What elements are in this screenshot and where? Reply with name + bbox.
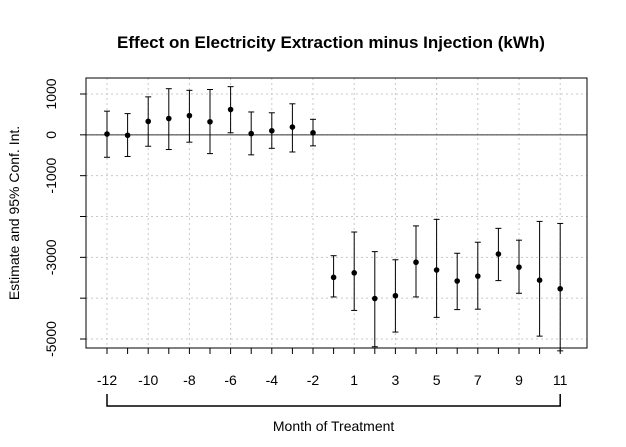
x-tick-label: -12 xyxy=(97,372,117,388)
estimate-with-ci xyxy=(330,255,337,298)
estimate-with-ci xyxy=(268,112,275,149)
point-estimate xyxy=(433,267,440,273)
point-estimate xyxy=(124,132,131,139)
x-tick-label: 9 xyxy=(515,372,523,388)
estimate-with-ci xyxy=(186,89,193,143)
point-estimate xyxy=(145,118,151,125)
estimate-with-ci xyxy=(495,227,502,282)
estimate-with-ci xyxy=(516,239,522,294)
x-tick-label: 3 xyxy=(392,372,400,388)
estimate-with-ci xyxy=(474,241,481,310)
x-tick-label: -10 xyxy=(138,372,158,388)
point-estimate xyxy=(289,124,296,130)
point-estimate xyxy=(516,264,522,270)
x-axis: -12 -10 -8 -6 -4 -2 1 3 5 7 9 11 xyxy=(97,348,568,407)
point-estimate xyxy=(392,292,399,299)
point-estimate xyxy=(351,270,358,276)
estimate-with-ci xyxy=(165,88,172,151)
estimate-with-ci xyxy=(454,252,461,311)
estimate-with-ci xyxy=(413,225,419,298)
estimate-with-ci xyxy=(433,218,440,318)
point-estimate xyxy=(330,274,337,281)
y-tick-label: -5000 xyxy=(43,321,59,357)
point-estimate xyxy=(495,251,502,257)
y-tick-label: 0 xyxy=(43,131,59,139)
estimate-with-ci xyxy=(207,89,213,155)
y-axis-title: Estimate and 95% Conf. Int. xyxy=(6,126,22,300)
estimate-with-ci xyxy=(145,96,152,147)
x-tick-label: 5 xyxy=(433,372,441,388)
x-tick-label: -4 xyxy=(266,372,279,388)
estimate-with-ci xyxy=(351,231,358,311)
point-estimate xyxy=(186,112,193,119)
x-tick-label: -8 xyxy=(183,372,196,388)
y-tick-label: -1000 xyxy=(43,158,59,194)
x-tick-label: 7 xyxy=(474,372,482,388)
point-estimate xyxy=(104,131,110,137)
y-tick-label: 1000 xyxy=(43,78,59,109)
point-estimate xyxy=(166,115,172,122)
plot-frame xyxy=(85,77,588,349)
point-estimate xyxy=(269,127,275,134)
estimate-with-ci xyxy=(248,111,255,156)
estimate-with-ci xyxy=(557,222,564,352)
y-axis: 1000 0 -1000 -3000 -5000 xyxy=(43,78,86,357)
x-tick-label: 1 xyxy=(350,372,358,388)
estimate-with-ci xyxy=(227,86,234,134)
point-estimate xyxy=(372,295,378,302)
point-estimate xyxy=(227,106,234,113)
x-axis-bracket xyxy=(106,394,561,407)
chart-title: Effect on Electricity Extraction minus I… xyxy=(117,33,545,52)
point-estimate xyxy=(248,130,254,137)
estimate-with-ci xyxy=(392,259,399,333)
point-estimate xyxy=(413,259,419,266)
y-tick-label: -3000 xyxy=(43,239,59,275)
point-estimate xyxy=(475,273,481,279)
point-estimate xyxy=(454,278,461,284)
point-estimate xyxy=(310,129,316,136)
estimate-with-ci xyxy=(536,220,543,337)
estimate-with-ci xyxy=(104,110,110,158)
plot-marks xyxy=(104,86,564,352)
x-tick-label: 11 xyxy=(553,372,568,388)
point-estimate xyxy=(557,285,563,292)
x-tick-label: -6 xyxy=(224,372,237,388)
estimate-with-ci xyxy=(124,113,131,157)
point-estimate xyxy=(207,118,213,125)
point-estimate xyxy=(536,277,543,284)
estimate-with-ci xyxy=(289,103,296,153)
x-axis-title: Month of Treatment xyxy=(273,418,395,434)
x-tick-label: -2 xyxy=(307,372,320,388)
estimate-with-ci xyxy=(310,118,316,147)
estimate-with-ci xyxy=(371,251,378,348)
gridlines xyxy=(86,78,587,348)
